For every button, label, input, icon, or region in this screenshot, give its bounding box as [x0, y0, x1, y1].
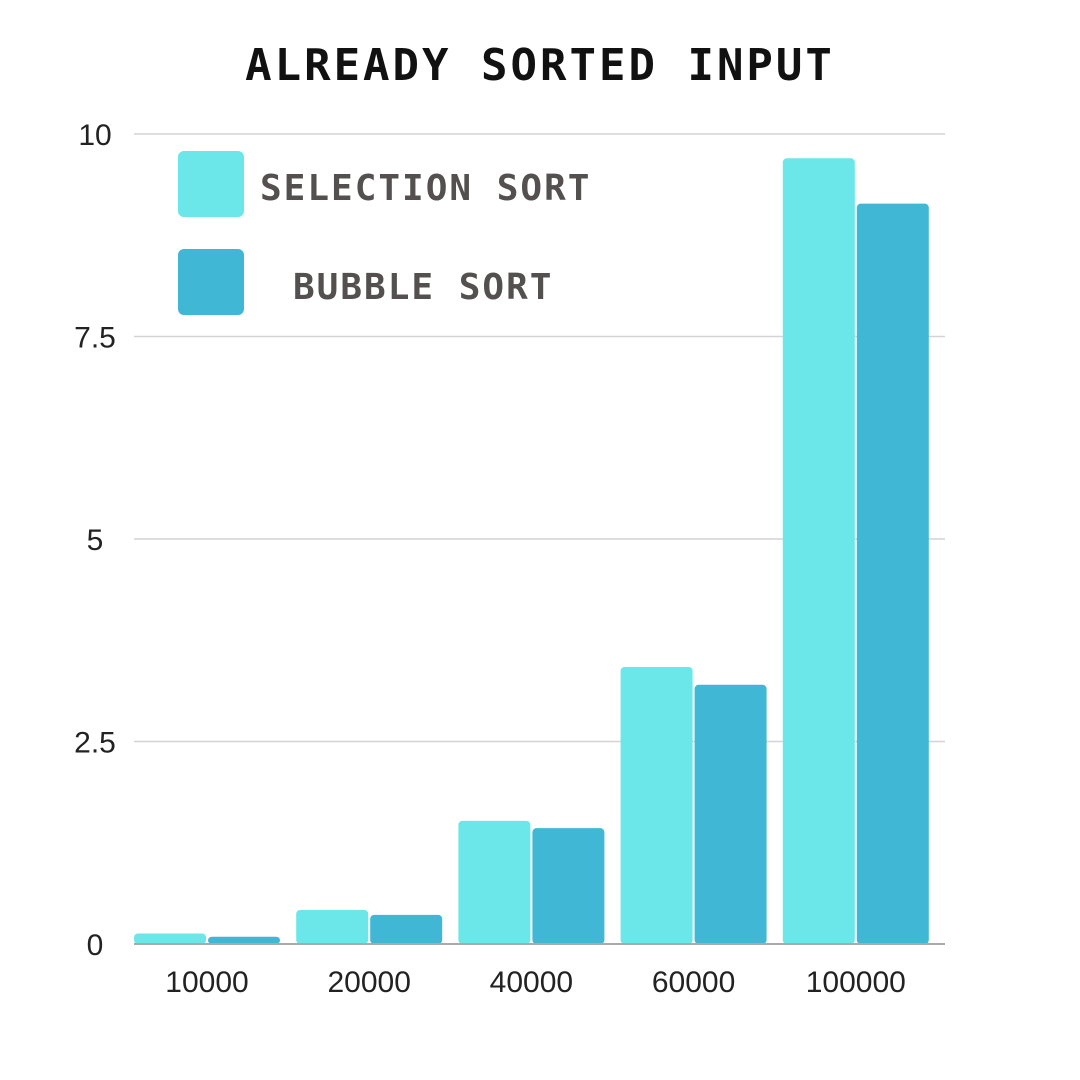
- y-axis-ticks: 0 2.5 5 7.5 10: [74, 119, 116, 962]
- x-category-label: 100000: [806, 966, 906, 999]
- legend-label: SELECTION SORT: [260, 168, 591, 209]
- bar-selection-sort-10000: [134, 933, 206, 944]
- bar-bubble-sort-10000: [208, 936, 280, 944]
- y-tick-label: 2.5: [74, 727, 116, 760]
- legend-swatch: [178, 249, 244, 315]
- chart-title: ALREADY SORTED INPUT: [245, 40, 835, 91]
- x-axis-categories: 10000 20000 40000 60000 100000: [165, 966, 906, 999]
- x-category-label: 40000: [490, 966, 573, 999]
- bars: [134, 158, 945, 945]
- x-category-label: 60000: [652, 966, 735, 999]
- legend-label: BUBBLE SORT: [293, 267, 553, 308]
- y-tick-label: 0: [87, 929, 104, 962]
- bar-selection-sort-20000: [296, 909, 369, 944]
- bar-selection-sort-60000: [620, 666, 693, 944]
- bar-selection-sort-40000: [458, 820, 531, 944]
- x-category-label: 20000: [327, 966, 410, 999]
- y-tick-label: 7.5: [74, 322, 116, 355]
- bar-selection-sort-100000: [782, 158, 855, 945]
- y-tick-label: 10: [78, 119, 111, 152]
- legend: SELECTION SORT BUBBLE SORT: [178, 151, 591, 315]
- bar-bubble-sort-100000: [856, 203, 929, 944]
- bar-bubble-sort-20000: [370, 914, 443, 944]
- bar-bubble-sort-40000: [532, 828, 605, 944]
- x-category-label: 10000: [165, 966, 248, 999]
- legend-swatch: [178, 151, 244, 217]
- y-tick-label: 5: [87, 524, 104, 557]
- bar-bubble-sort-60000: [694, 684, 767, 944]
